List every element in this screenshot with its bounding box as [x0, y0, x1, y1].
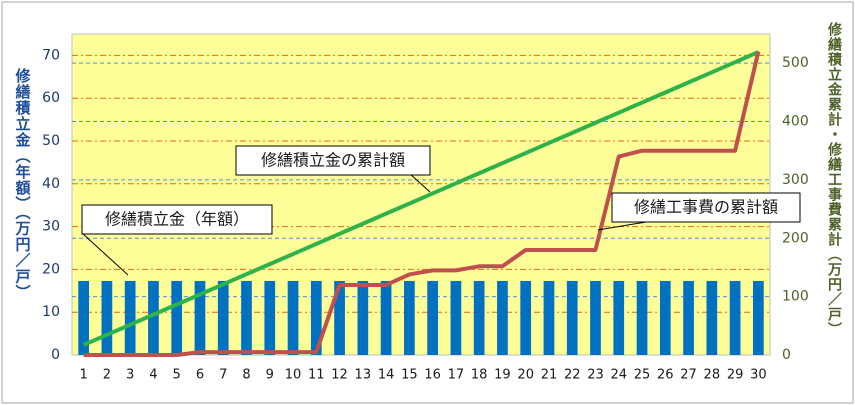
callout-pointer	[81, 232, 129, 276]
y2-tick-label: 400	[782, 114, 809, 130]
bar	[659, 280, 671, 355]
x-tick-label: 19	[494, 368, 511, 383]
x-tick-label: 8	[242, 368, 250, 383]
callout-box	[81, 204, 273, 235]
bar	[78, 280, 89, 355]
bar	[357, 280, 369, 355]
x-tick-label: 23	[587, 368, 604, 383]
x-tick-label: 6	[196, 368, 204, 383]
x-tick-label: 3	[126, 368, 134, 383]
bar	[194, 280, 206, 355]
x-tick-label: 25	[634, 368, 651, 383]
y2-tick-label: 200	[782, 230, 809, 246]
bar	[473, 280, 485, 355]
callout-label: 修繕工事費の累計額	[634, 198, 778, 217]
y-axis-title: 修繕積立金（年額）（万円／戸）	[14, 67, 32, 300]
bar	[450, 280, 462, 355]
x-tick-label: 15	[401, 368, 418, 383]
x-tick-label: 11	[308, 368, 325, 383]
bar	[148, 280, 159, 355]
bar	[171, 280, 183, 355]
x-tick-label: 28	[704, 368, 721, 383]
y-tick-label: 50	[42, 133, 60, 149]
bar	[683, 280, 694, 355]
bar	[753, 280, 764, 355]
bar	[497, 280, 508, 355]
y-tick-label: 70	[42, 47, 60, 63]
bar	[613, 280, 625, 355]
x-tick-label: 30	[750, 368, 767, 383]
x-tick-label: 17	[448, 368, 465, 383]
x-tick-label: 18	[471, 368, 488, 383]
x-tick-label: 26	[657, 368, 674, 383]
bar	[636, 280, 648, 355]
x-tick-label: 27	[680, 368, 697, 383]
bar	[217, 280, 229, 355]
y2-tick-label: 100	[782, 289, 809, 305]
callout-label: 修繕積立金（年額）	[105, 210, 249, 229]
x-tick-label: 12	[331, 368, 348, 383]
x-tick-label: 2	[103, 368, 111, 383]
x-tick-label: 13	[355, 368, 372, 383]
callout-box	[611, 192, 801, 223]
x-tick-label: 20	[517, 368, 534, 383]
bar	[404, 280, 415, 355]
bar	[566, 280, 578, 355]
bar	[427, 280, 438, 355]
bar	[310, 280, 322, 355]
x-tick-label: 7	[219, 368, 227, 383]
bar	[520, 280, 532, 355]
x-tick-label: 29	[727, 368, 744, 383]
bar	[124, 280, 136, 355]
bar	[590, 280, 601, 355]
x-tick-label: 22	[564, 368, 581, 383]
y2-tick-label: 500	[782, 55, 809, 71]
line	[82, 50, 760, 347]
bar	[264, 280, 276, 355]
callout-box	[235, 145, 431, 176]
bar	[380, 280, 392, 355]
bar	[287, 280, 299, 355]
x-tick-label: 1	[79, 368, 87, 383]
y2-tick-label: 300	[782, 172, 809, 188]
bar	[241, 280, 252, 355]
x-tick-label: 21	[541, 368, 558, 383]
y-tick-label: 40	[42, 176, 60, 192]
y2-tick-label: 0	[782, 347, 791, 363]
y-tick-label: 0	[51, 347, 60, 363]
x-tick-label: 10	[285, 368, 302, 383]
y-tick-label: 20	[42, 261, 60, 277]
bar	[706, 280, 718, 355]
bar	[543, 280, 555, 355]
x-tick-label: 14	[378, 368, 395, 383]
x-tick-label: 4	[149, 368, 157, 383]
bar	[101, 280, 113, 355]
bar	[334, 280, 345, 355]
x-tick-label: 9	[266, 368, 274, 383]
x-tick-label: 16	[424, 368, 441, 383]
line	[83, 51, 761, 357]
callout-pointer	[409, 173, 431, 193]
x-tick-label: 5	[173, 368, 181, 383]
y-tick-label: 60	[42, 90, 60, 106]
bar	[729, 280, 741, 355]
y-tick-label: 10	[42, 304, 60, 320]
y-tick-label: 30	[42, 219, 60, 235]
callout-label: 修繕積立金の累計額	[261, 151, 405, 170]
y2-axis-title: 修繕積立金累計・修繕工事費累計（万円／戸）	[826, 21, 843, 337]
x-tick-label: 24	[610, 368, 627, 383]
